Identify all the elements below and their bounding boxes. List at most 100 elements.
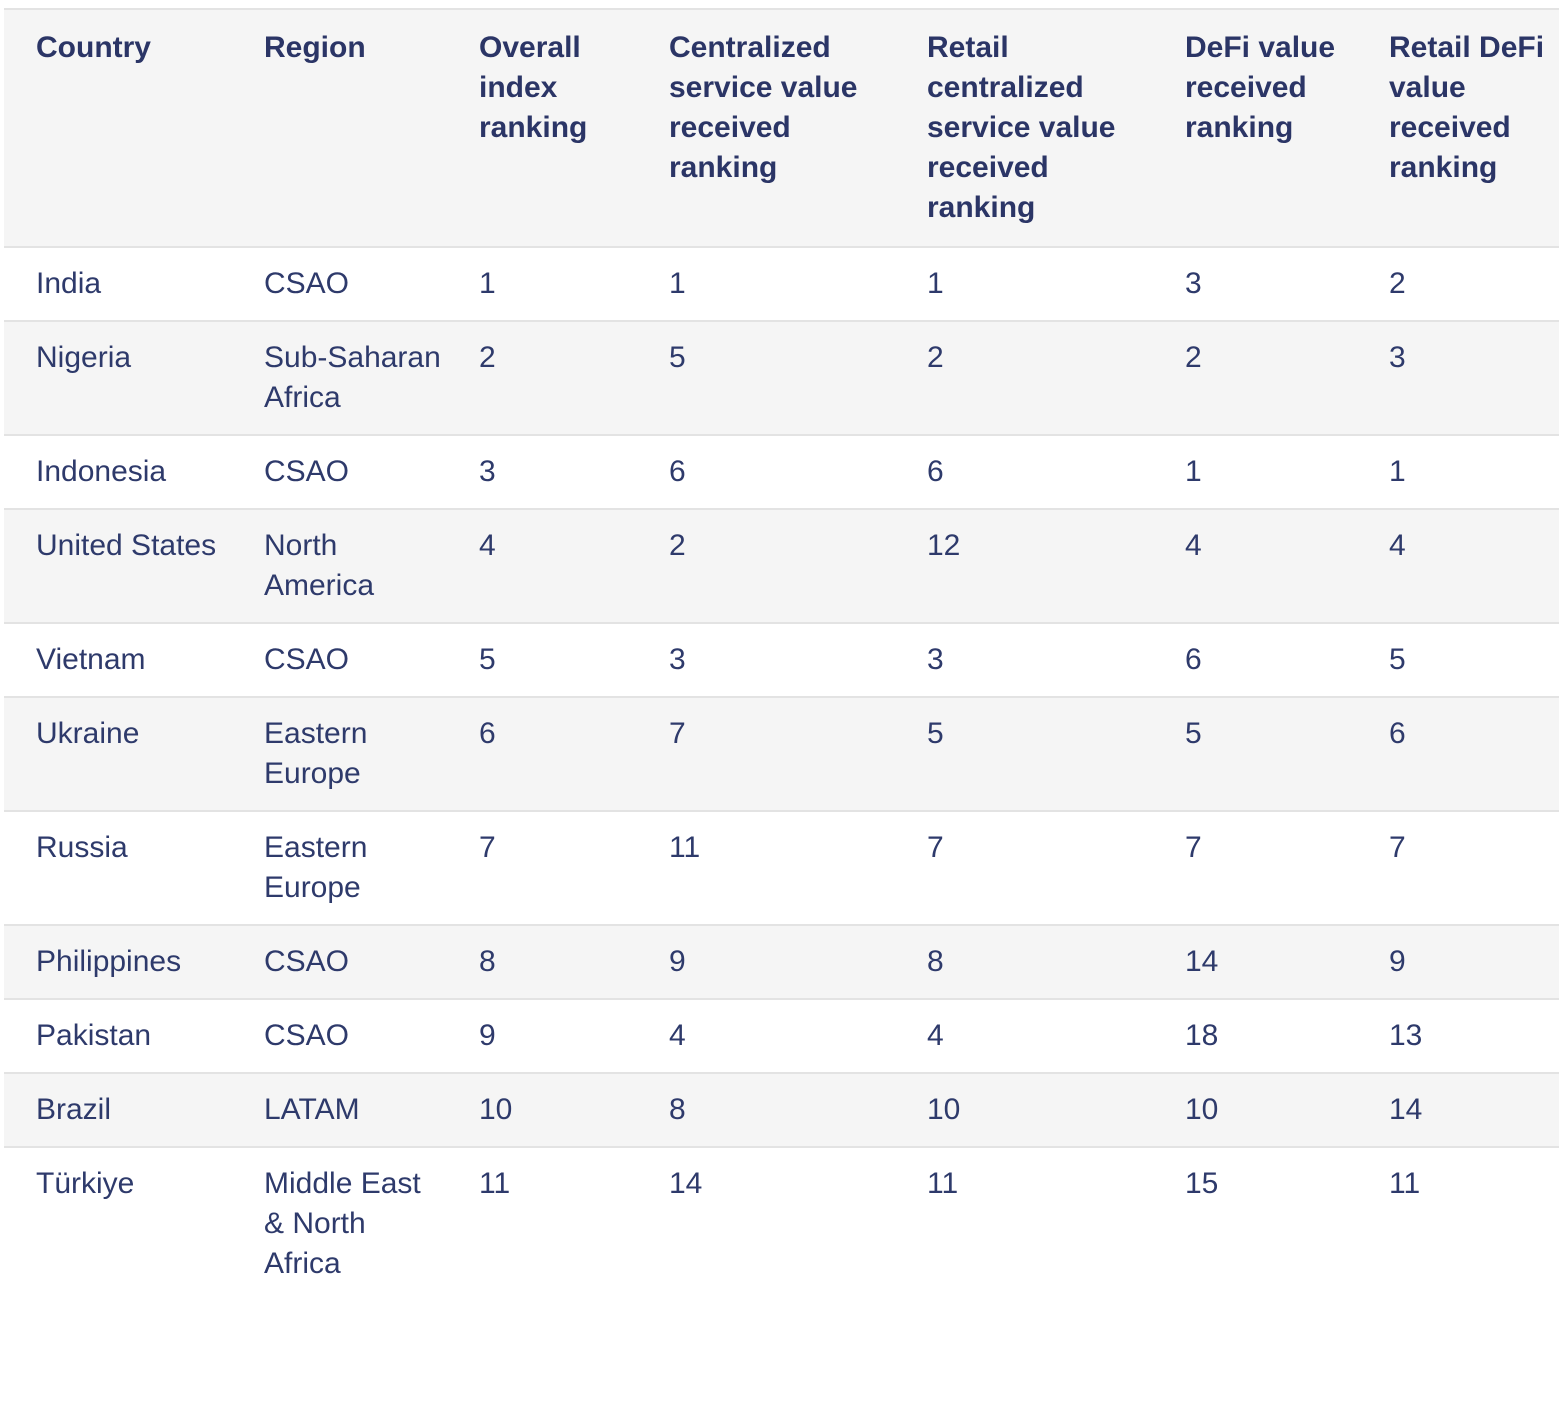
cell-defi: 1 bbox=[1185, 455, 1202, 488]
cell-overall: 6 bbox=[479, 717, 496, 750]
cell-country: United States bbox=[36, 529, 217, 562]
cell-defi: 3 bbox=[1185, 267, 1202, 300]
cell-retail-defi: 9 bbox=[1389, 945, 1406, 978]
cell-overall: 5 bbox=[479, 643, 496, 676]
cell-country: Ukraine bbox=[36, 717, 140, 750]
cell-defi: 7 bbox=[1185, 831, 1202, 864]
cell-overall: 10 bbox=[479, 1093, 513, 1126]
table-row: India CSAO 1 1 1 3 2 bbox=[4, 247, 1559, 321]
cell-centralized: 6 bbox=[669, 455, 686, 488]
table-row: Pakistan CSAO 9 4 4 18 13 bbox=[4, 999, 1559, 1073]
cell-retail-defi: 13 bbox=[1389, 1019, 1423, 1052]
cell-country: Brazil bbox=[36, 1093, 112, 1126]
cell-overall: 9 bbox=[479, 1019, 496, 1052]
cell-overall: 2 bbox=[479, 341, 496, 374]
cell-centralized: 5 bbox=[669, 341, 686, 374]
cell-retail-defi: 4 bbox=[1389, 529, 1406, 562]
cell-overall: 4 bbox=[479, 529, 496, 562]
header-centralized-service-ranking: Centralized service value received ranki… bbox=[669, 31, 858, 184]
table-row: Nigeria Sub-Saharan Africa 2 5 2 2 3 bbox=[4, 321, 1559, 435]
table-row: Philippines CSAO 8 9 8 14 9 bbox=[4, 925, 1559, 999]
cell-centralized: 14 bbox=[669, 1167, 703, 1200]
cell-country: Pakistan bbox=[36, 1019, 152, 1052]
cell-centralized: 9 bbox=[669, 945, 686, 978]
cell-overall: 8 bbox=[479, 945, 496, 978]
cell-retail-defi: 14 bbox=[1389, 1093, 1423, 1126]
cell-defi: 5 bbox=[1185, 717, 1202, 750]
cell-retail-centralized: 11 bbox=[927, 1167, 959, 1200]
cell-region: Sub-Saharan Africa bbox=[264, 341, 441, 414]
cell-centralized: 2 bbox=[669, 529, 686, 562]
header-retail-defi-ranking: Retail DeFi value received ranking bbox=[1389, 31, 1545, 184]
cell-retail-centralized: 6 bbox=[927, 455, 944, 488]
table-row: Brazil LATAM 10 8 10 10 14 bbox=[4, 1073, 1559, 1147]
header-region: Region bbox=[264, 31, 366, 64]
header-country: Country bbox=[36, 31, 151, 64]
cell-country: Nigeria bbox=[36, 341, 132, 374]
table-row: United States North America 4 2 12 4 4 bbox=[4, 509, 1559, 623]
cell-centralized: 1 bbox=[669, 267, 686, 300]
cell-region: Eastern Europe bbox=[264, 831, 368, 904]
cell-region: Middle East & North Africa bbox=[264, 1167, 421, 1280]
cell-retail-defi: 1 bbox=[1389, 455, 1406, 488]
cell-overall: 3 bbox=[479, 455, 496, 488]
header-retail-centralized-service-ranking: Retail centralized service value receive… bbox=[927, 31, 1116, 224]
cell-retail-defi: 5 bbox=[1389, 643, 1406, 676]
cell-overall: 1 bbox=[479, 267, 496, 300]
cell-defi: 4 bbox=[1185, 529, 1202, 562]
cell-defi: 2 bbox=[1185, 341, 1202, 374]
cell-centralized: 3 bbox=[669, 643, 686, 676]
table-body: India CSAO 1 1 1 3 2 Nigeria Sub-Saharan… bbox=[4, 247, 1559, 1300]
cell-region: Eastern Europe bbox=[264, 717, 368, 790]
cell-retail-centralized: 7 bbox=[927, 831, 944, 864]
cell-country: Russia bbox=[36, 831, 128, 864]
cell-retail-defi: 11 bbox=[1389, 1167, 1421, 1200]
header-defi-ranking: DeFi value received ranking bbox=[1185, 31, 1336, 144]
table-header: Country Region Overall index ranking Cen… bbox=[4, 9, 1559, 247]
cell-region: CSAO bbox=[264, 1019, 350, 1052]
cell-region: CSAO bbox=[264, 643, 350, 676]
cell-defi: 15 bbox=[1185, 1167, 1219, 1200]
cell-country: Indonesia bbox=[36, 455, 167, 488]
cell-retail-centralized: 10 bbox=[927, 1093, 961, 1126]
cell-centralized: 7 bbox=[669, 717, 686, 750]
cell-country: India bbox=[36, 267, 102, 300]
rankings-table: Country Region Overall index ranking Cen… bbox=[4, 8, 1559, 1300]
cell-retail-centralized: 2 bbox=[927, 341, 944, 374]
cell-retail-defi: 3 bbox=[1389, 341, 1406, 374]
cell-country: Türkiye bbox=[36, 1167, 135, 1200]
cell-centralized: 8 bbox=[669, 1093, 686, 1126]
cell-retail-defi: 2 bbox=[1389, 267, 1406, 300]
cell-retail-defi: 6 bbox=[1389, 717, 1406, 750]
cell-defi: 6 bbox=[1185, 643, 1202, 676]
cell-overall: 7 bbox=[479, 831, 496, 864]
cell-defi: 14 bbox=[1185, 945, 1219, 978]
header-row: Country Region Overall index ranking Cen… bbox=[4, 9, 1559, 247]
cell-region: CSAO bbox=[264, 945, 350, 978]
table-row: Indonesia CSAO 3 6 6 1 1 bbox=[4, 435, 1559, 509]
cell-region: CSAO bbox=[264, 455, 350, 488]
cell-retail-centralized: 4 bbox=[927, 1019, 944, 1052]
cell-retail-centralized: 12 bbox=[927, 529, 961, 562]
cell-country: Philippines bbox=[36, 945, 182, 978]
cell-region: CSAO bbox=[264, 267, 350, 300]
cell-retail-centralized: 8 bbox=[927, 945, 944, 978]
cell-centralized: 4 bbox=[669, 1019, 686, 1052]
cell-overall: 11 bbox=[479, 1167, 511, 1200]
cell-country: Vietnam bbox=[36, 643, 146, 676]
table-row: Türkiye Middle East & North Africa 11 14… bbox=[4, 1147, 1559, 1300]
cell-retail-centralized: 5 bbox=[927, 717, 944, 750]
cell-retail-defi: 7 bbox=[1389, 831, 1406, 864]
cell-defi: 18 bbox=[1185, 1019, 1219, 1052]
cell-retail-centralized: 1 bbox=[927, 267, 944, 300]
table-row: Vietnam CSAO 5 3 3 6 5 bbox=[4, 623, 1559, 697]
cell-defi: 10 bbox=[1185, 1093, 1219, 1126]
cell-centralized: 11 bbox=[669, 831, 701, 864]
cell-region: North America bbox=[264, 529, 375, 602]
cell-region: LATAM bbox=[264, 1093, 360, 1126]
cell-retail-centralized: 3 bbox=[927, 643, 944, 676]
table-row: Ukraine Eastern Europe 6 7 5 5 6 bbox=[4, 697, 1559, 811]
header-overall-index-ranking: Overall index ranking bbox=[479, 31, 588, 144]
table-row: Russia Eastern Europe 7 11 7 7 7 bbox=[4, 811, 1559, 925]
